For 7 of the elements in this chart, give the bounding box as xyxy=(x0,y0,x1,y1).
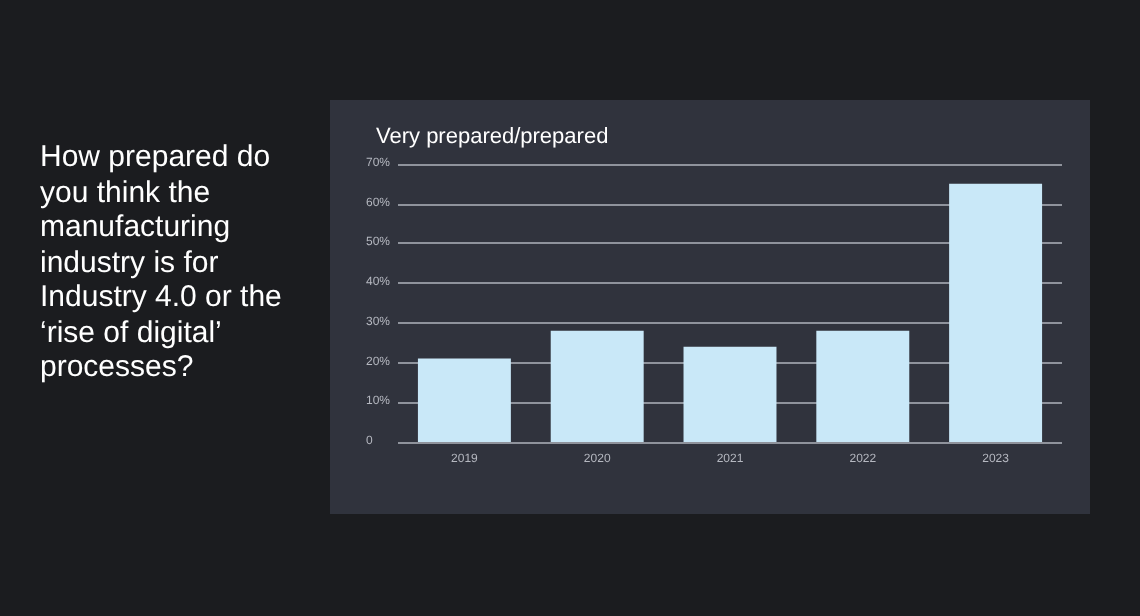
bar xyxy=(550,330,644,442)
bar xyxy=(949,183,1043,442)
bar xyxy=(816,330,910,442)
text: How prepared do you think the manufacturing industry is for Industry 4.0 or the ‘rise of digital’ processes? xyxy=(40,140,284,385)
bar xyxy=(417,358,511,442)
chart-subtitle: Very prepared/prepared xyxy=(376,125,609,149)
bar xyxy=(683,346,777,442)
